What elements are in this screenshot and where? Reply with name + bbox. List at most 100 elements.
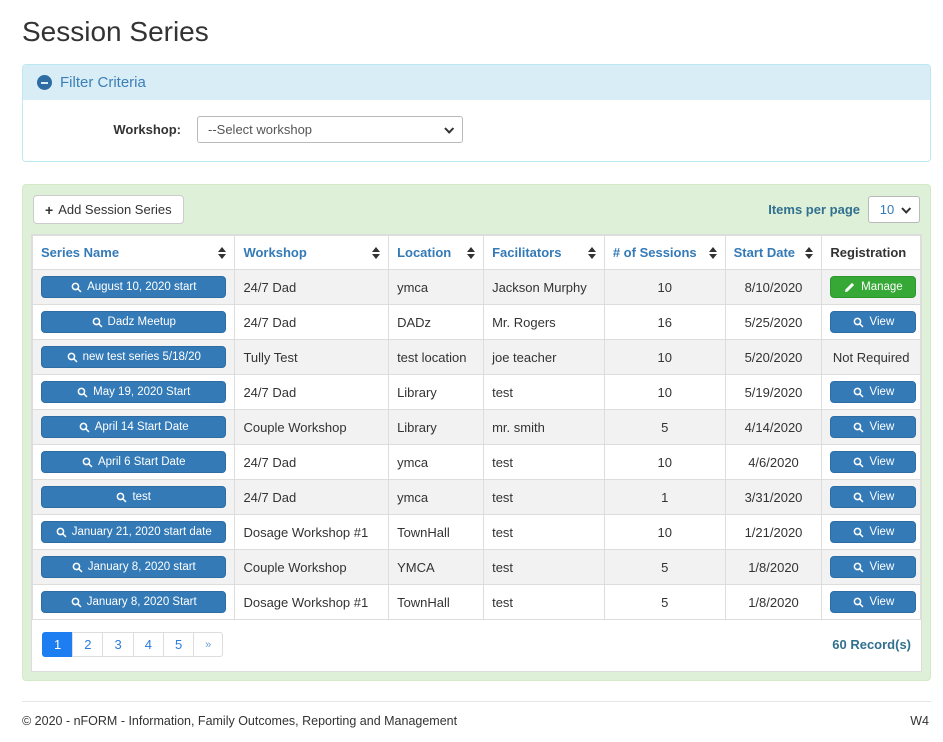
table-footer: 1 2 3 4 5 » 60 Record(s) bbox=[32, 620, 921, 671]
pencil-icon bbox=[845, 282, 855, 292]
start-date-cell: 4/14/2020 bbox=[724, 409, 823, 445]
start-date-cell: 1/8/2020 bbox=[724, 549, 823, 585]
table-row: April 6 Start Date 24/7 Dad ymca test 10… bbox=[31, 444, 921, 480]
series-name-button[interactable]: May 19, 2020 Start bbox=[41, 381, 227, 403]
workshop-cell: Dosage Workshop #1 bbox=[234, 514, 390, 550]
workshop-cell: Couple Workshop bbox=[234, 409, 390, 445]
search-icon bbox=[92, 317, 103, 328]
add-session-series-button[interactable]: + Add Session Series bbox=[33, 195, 184, 224]
start-date-cell: 5/19/2020 bbox=[724, 374, 823, 410]
sessions-cell: 10 bbox=[603, 444, 726, 480]
search-icon bbox=[77, 387, 88, 398]
location-cell: ymca bbox=[388, 479, 485, 515]
pagination-next[interactable]: » bbox=[193, 632, 224, 657]
series-name-button[interactable]: April 14 Start Date bbox=[41, 416, 227, 438]
search-icon bbox=[853, 387, 864, 398]
sort-icon bbox=[709, 247, 717, 259]
pagination-page-4[interactable]: 4 bbox=[132, 632, 164, 657]
start-date-cell: 5/20/2020 bbox=[724, 339, 823, 375]
start-date-cell: 1/8/2020 bbox=[724, 584, 823, 620]
facilitators-cell: test bbox=[483, 444, 605, 480]
location-cell: DADz bbox=[388, 304, 485, 340]
sessions-cell: 10 bbox=[603, 339, 726, 375]
view-button[interactable]: View bbox=[830, 556, 917, 578]
view-button[interactable]: View bbox=[830, 486, 917, 508]
sessions-cell: 16 bbox=[603, 304, 726, 340]
search-icon bbox=[853, 527, 864, 538]
table-row: January 8, 2020 start Couple Workshop YM… bbox=[31, 549, 921, 585]
series-name-button[interactable]: test bbox=[41, 486, 227, 508]
sort-icon bbox=[588, 247, 596, 259]
panel-toolbar: + Add Session Series Items per page 10 bbox=[31, 193, 922, 234]
search-icon bbox=[853, 422, 864, 433]
workshop-cell: 24/7 Dad bbox=[234, 269, 390, 305]
workshop-cell: 24/7 Dad bbox=[234, 374, 390, 410]
series-name-button[interactable]: August 10, 2020 start bbox=[41, 276, 227, 298]
series-name-button[interactable]: January 21, 2020 start date bbox=[41, 521, 227, 543]
pagination-page-1[interactable]: 1 bbox=[42, 632, 74, 657]
view-button[interactable]: View bbox=[830, 416, 917, 438]
column-header-series-name[interactable]: Series Name bbox=[31, 235, 236, 270]
workshop-cell: Dosage Workshop #1 bbox=[234, 584, 390, 620]
workshop-cell: 24/7 Dad bbox=[234, 304, 390, 340]
pagination-page-3[interactable]: 3 bbox=[102, 632, 134, 657]
pagination: 1 2 3 4 5 » bbox=[42, 632, 224, 657]
view-button[interactable]: View bbox=[830, 381, 917, 403]
sessions-cell: 5 bbox=[603, 584, 726, 620]
table-row: January 8, 2020 Start Dosage Workshop #1… bbox=[31, 584, 921, 620]
column-header-sessions[interactable]: # of Sessions bbox=[603, 235, 726, 270]
items-per-page-label: Items per page bbox=[768, 202, 860, 217]
view-button[interactable]: View bbox=[830, 521, 917, 543]
record-count: 60 Record(s) bbox=[832, 637, 911, 652]
chevron-down-icon bbox=[444, 123, 455, 134]
view-button[interactable]: View bbox=[830, 451, 917, 473]
start-date-cell: 5/25/2020 bbox=[724, 304, 823, 340]
series-name-button[interactable]: January 8, 2020 start bbox=[41, 556, 227, 578]
series-name-button[interactable]: new test series 5/18/20 bbox=[41, 346, 227, 368]
view-button[interactable]: View bbox=[830, 311, 917, 333]
search-icon bbox=[71, 597, 82, 608]
search-icon bbox=[117, 492, 127, 503]
filter-criteria-label: Filter Criteria bbox=[60, 74, 146, 91]
search-icon bbox=[82, 457, 93, 468]
workshop-cell: Couple Workshop bbox=[234, 549, 390, 585]
series-name-button[interactable]: January 8, 2020 Start bbox=[41, 591, 227, 613]
series-name-button[interactable]: April 6 Start Date bbox=[41, 451, 227, 473]
items-per-page-select[interactable]: 10 bbox=[868, 196, 920, 223]
site-footer: © 2020 - nFORM - Information, Family Out… bbox=[22, 701, 931, 742]
search-icon bbox=[67, 352, 78, 363]
manage-button[interactable]: Manage bbox=[830, 276, 917, 298]
series-name-button[interactable]: Dadz Meetup bbox=[41, 311, 227, 333]
location-cell: ymca bbox=[388, 444, 485, 480]
facilitators-cell: mr. smith bbox=[483, 409, 605, 445]
view-button[interactable]: View bbox=[830, 591, 917, 613]
location-cell: test location bbox=[388, 339, 485, 375]
column-header-workshop[interactable]: Workshop bbox=[234, 235, 390, 270]
table-row: Dadz Meetup 24/7 Dad DADz Mr. Rogers 16 … bbox=[31, 304, 921, 340]
location-cell: Library bbox=[388, 409, 485, 445]
location-cell: ymca bbox=[388, 269, 485, 305]
location-cell: YMCA bbox=[388, 549, 485, 585]
workshop-cell: 24/7 Dad bbox=[234, 479, 390, 515]
pagination-page-5[interactable]: 5 bbox=[162, 632, 195, 657]
column-header-start-date[interactable]: Start Date bbox=[724, 235, 823, 270]
search-icon bbox=[853, 562, 864, 573]
sort-icon bbox=[372, 247, 380, 259]
location-cell: TownHall bbox=[388, 514, 485, 550]
facilitators-cell: test bbox=[483, 549, 605, 585]
location-cell: TownHall bbox=[388, 584, 485, 620]
footer-environment: W4 bbox=[910, 714, 929, 728]
column-header-location[interactable]: Location bbox=[388, 235, 485, 270]
table-row: August 10, 2020 start 24/7 Dad ymca Jack… bbox=[31, 269, 921, 305]
filter-criteria-header[interactable]: Filter Criteria bbox=[23, 65, 930, 100]
add-session-series-label: Add Session Series bbox=[58, 202, 172, 217]
search-icon bbox=[853, 597, 864, 608]
table-body: August 10, 2020 start 24/7 Dad ymca Jack… bbox=[31, 269, 921, 620]
plus-icon: + bbox=[45, 201, 54, 218]
table-row: test 24/7 Dad ymca test 1 3/31/2020 View bbox=[31, 479, 921, 515]
pagination-page-2[interactable]: 2 bbox=[72, 632, 104, 657]
session-series-table: Series Name Workshop Location Facilitato… bbox=[31, 235, 921, 620]
column-header-facilitators[interactable]: Facilitators bbox=[483, 235, 605, 270]
collapse-minus-icon bbox=[37, 75, 52, 90]
workshop-select[interactable]: --Select workshop bbox=[197, 116, 463, 143]
